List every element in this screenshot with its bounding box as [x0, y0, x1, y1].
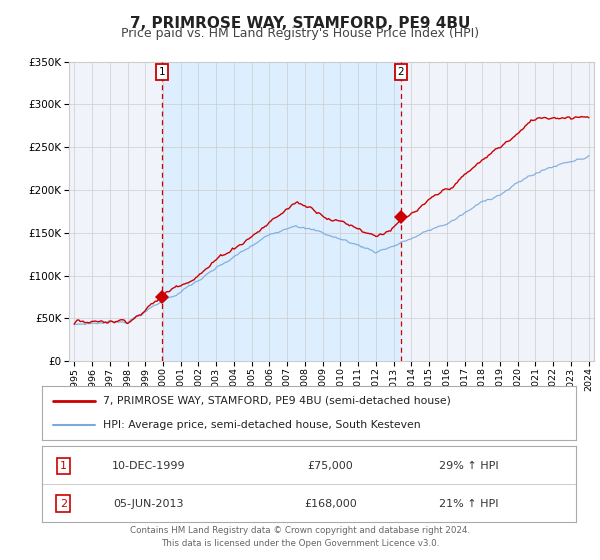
Bar	[162, 62, 401, 361]
Text: £75,000: £75,000	[307, 461, 353, 471]
Text: Price paid vs. HM Land Registry's House Price Index (HPI): Price paid vs. HM Land Registry's House …	[121, 27, 479, 40]
Text: 2: 2	[60, 499, 67, 509]
Text: 10-DEC-1999: 10-DEC-1999	[112, 461, 185, 471]
Text: 2: 2	[398, 67, 404, 77]
Text: £168,000: £168,000	[304, 499, 357, 509]
Text: 29% ↑ HPI: 29% ↑ HPI	[439, 461, 499, 471]
Text: 7, PRIMROSE WAY, STAMFORD, PE9 4BU (semi-detached house): 7, PRIMROSE WAY, STAMFORD, PE9 4BU (semi…	[103, 396, 451, 406]
Text: Contains HM Land Registry data © Crown copyright and database right 2024.
This d: Contains HM Land Registry data © Crown c…	[130, 526, 470, 548]
Text: 05-JUN-2013: 05-JUN-2013	[113, 499, 184, 509]
Text: 1: 1	[159, 67, 166, 77]
Text: HPI: Average price, semi-detached house, South Kesteven: HPI: Average price, semi-detached house,…	[103, 420, 421, 430]
Text: 1: 1	[60, 461, 67, 471]
Text: 21% ↑ HPI: 21% ↑ HPI	[439, 499, 499, 509]
Text: 7, PRIMROSE WAY, STAMFORD, PE9 4BU: 7, PRIMROSE WAY, STAMFORD, PE9 4BU	[130, 16, 470, 31]
